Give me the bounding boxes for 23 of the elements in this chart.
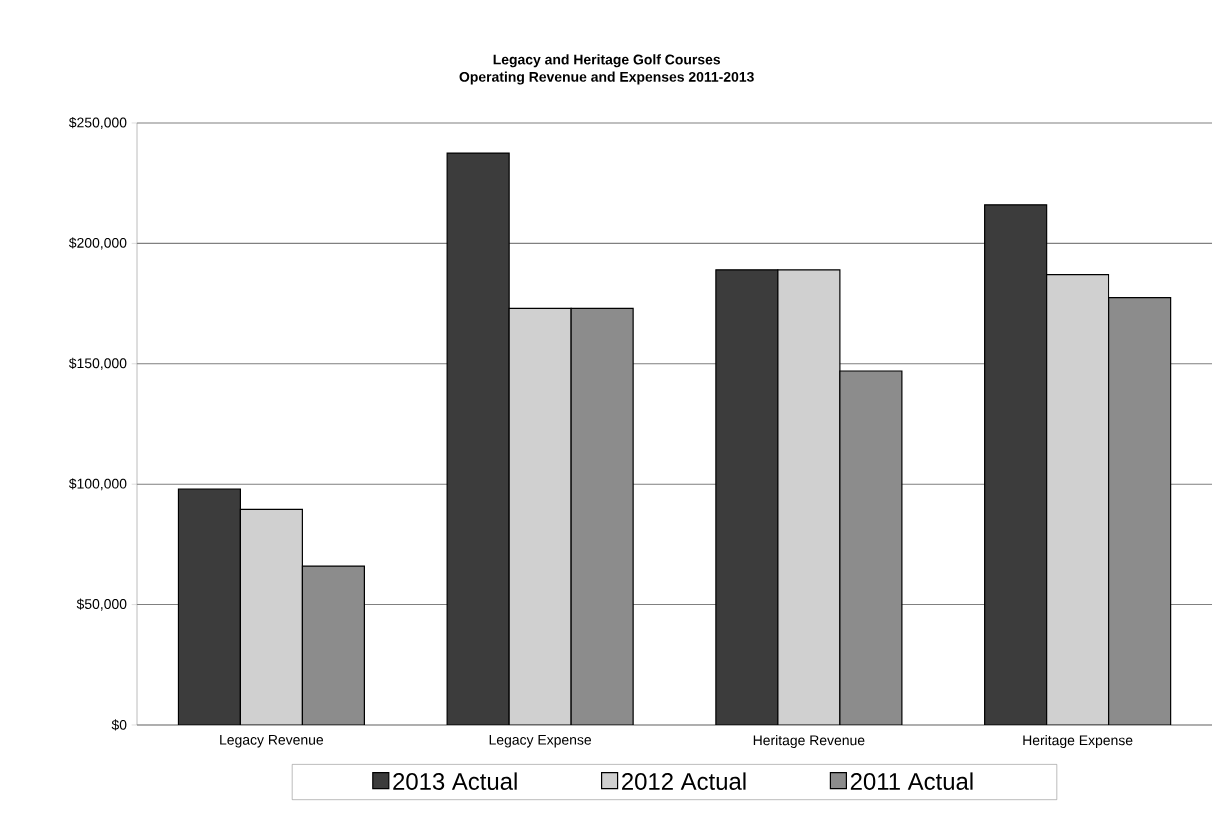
legend-label: 2012 Actual	[622, 772, 746, 790]
y-tick-label: $250,000	[68, 116, 127, 130]
legend-label: 2013 Actual	[393, 772, 517, 790]
legend-label: 2011 Actual	[850, 772, 973, 790]
x-tick-label: Legacy Expense	[489, 735, 592, 748]
chart-subtitle: Operating Revenue and Expenses 2011-2013	[459, 71, 754, 85]
x-tick-label: Legacy Revenue	[220, 735, 324, 748]
y-tick-label: $50,000	[76, 598, 127, 611]
y-tick-label: $150,000	[68, 357, 127, 370]
bar	[984, 204, 1048, 725]
x-tick-label: Heritage Revenue	[753, 735, 865, 749]
bar	[508, 307, 572, 725]
bar	[715, 269, 779, 725]
bar	[446, 152, 510, 725]
y-tick-label: $100,000	[68, 478, 127, 491]
y-tick-label: $0	[111, 719, 127, 731]
chart-title: Legacy and Heritage Golf Courses	[493, 54, 721, 68]
bar	[777, 269, 841, 725]
bar	[177, 488, 241, 725]
bar	[239, 508, 303, 725]
x-tick-label: Heritage Expense	[1023, 735, 1133, 749]
bar	[1046, 274, 1110, 725]
y-tick-label: $200,000	[68, 237, 127, 250]
